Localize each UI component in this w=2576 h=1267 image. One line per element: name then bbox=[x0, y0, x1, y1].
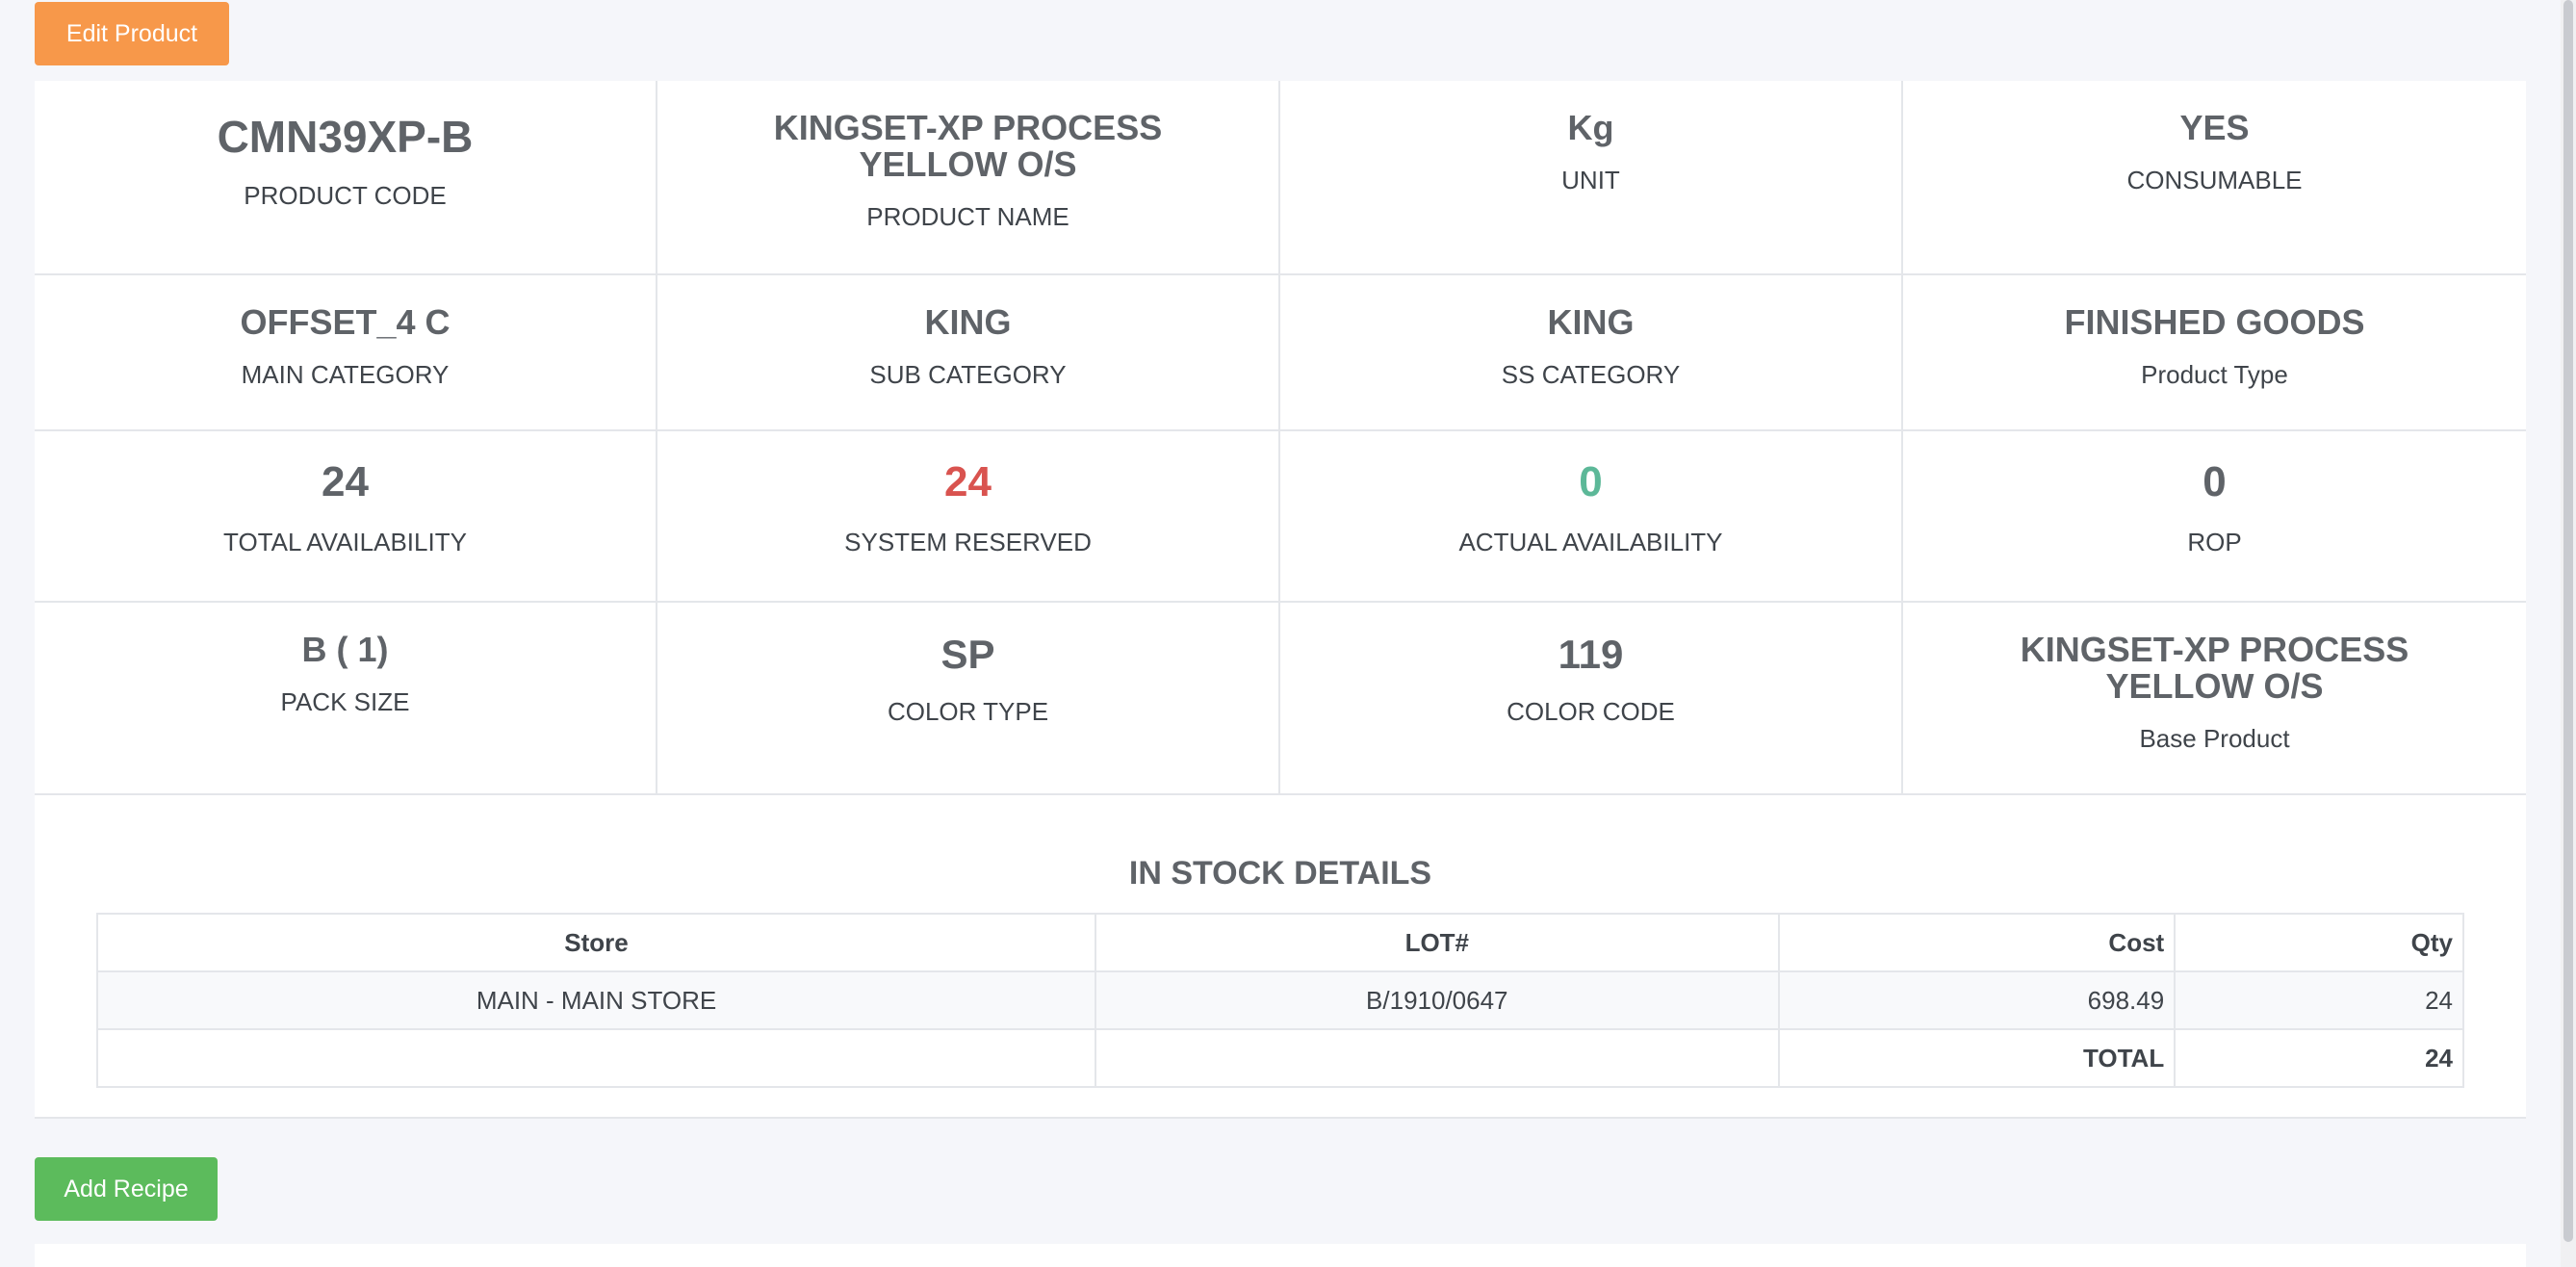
product-details-card: CMN39XP-B PRODUCT CODE KINGSET-XP PROCES… bbox=[35, 81, 2526, 1119]
product-type-label: Product Type bbox=[2141, 360, 2288, 389]
system-reserved-cell: 24 SYSTEM RESERVED bbox=[657, 431, 1280, 603]
cost-cell: 698.49 bbox=[1777, 970, 2177, 1030]
actual-availability-label: ACTUAL AVAILABILITY bbox=[1458, 528, 1723, 556]
color-code-cell: 119 COLOR CODE bbox=[1280, 603, 1903, 795]
sub-category-value: KING bbox=[924, 302, 1012, 342]
base-product-cell: KINGSET-XP PROCESS YELLOW O/S Base Produ… bbox=[1903, 603, 2526, 795]
main-category-value: OFFSET_4 C bbox=[240, 302, 451, 342]
color-code-value: 119 bbox=[1558, 632, 1624, 677]
total-qty: 24 bbox=[2174, 1028, 2464, 1088]
total-label: TOTAL bbox=[1777, 1028, 2177, 1088]
product-code-value: CMN39XP-B bbox=[217, 112, 474, 162]
sub-category-label: SUB CATEGORY bbox=[869, 360, 1067, 389]
lot-column-header: LOT# bbox=[1095, 913, 1780, 972]
store-column-header: Store bbox=[95, 913, 1097, 972]
consumable-cell: YES CONSUMABLE bbox=[1903, 81, 2526, 275]
color-type-label: COLOR TYPE bbox=[887, 697, 1049, 726]
rop-value: 0 bbox=[2202, 458, 2227, 505]
store-cell: MAIN - MAIN STORE bbox=[95, 970, 1097, 1030]
rop-cell: 0 ROP bbox=[1903, 431, 2526, 603]
total-availability-label: TOTAL AVAILABILITY bbox=[223, 528, 467, 556]
qty-cell: 24 bbox=[2174, 970, 2464, 1030]
product-name-value: KINGSET-XP PROCESS YELLOW O/S bbox=[773, 108, 1163, 184]
add-recipe-button[interactable]: Add Recipe bbox=[35, 1157, 218, 1221]
product-type-value: FINISHED GOODS bbox=[2064, 302, 2365, 342]
actual-availability-cell: 0 ACTUAL AVAILABILITY bbox=[1280, 431, 1903, 603]
color-type-value: SP bbox=[940, 632, 995, 677]
product-code-label: PRODUCT CODE bbox=[244, 181, 447, 210]
recipe-card bbox=[35, 1244, 2526, 1267]
product-type-cell: FINISHED GOODS Product Type bbox=[1903, 275, 2526, 431]
lot-cell: B/1910/0647 bbox=[1095, 970, 1780, 1030]
consumable-label: CONSUMABLE bbox=[2126, 166, 2303, 194]
total-availability-cell: 24 TOTAL AVAILABILITY bbox=[35, 431, 657, 603]
ss-category-label: SS CATEGORY bbox=[1501, 360, 1681, 389]
product-info-grid: CMN39XP-B PRODUCT CODE KINGSET-XP PROCES… bbox=[35, 81, 2526, 795]
pack-size-cell: B ( 1) PACK SIZE bbox=[35, 603, 657, 795]
unit-value: Kg bbox=[1567, 108, 1614, 147]
unit-label: UNIT bbox=[1561, 166, 1620, 194]
system-reserved-label: SYSTEM RESERVED bbox=[844, 528, 1092, 556]
product-name-cell: KINGSET-XP PROCESS YELLOW O/S PRODUCT NA… bbox=[657, 81, 1280, 275]
ss-category-value: KING bbox=[1547, 302, 1635, 342]
pack-size-label: PACK SIZE bbox=[280, 687, 410, 716]
system-reserved-value: 24 bbox=[944, 458, 992, 505]
product-code-cell: CMN39XP-B PRODUCT CODE bbox=[35, 81, 657, 275]
table-row: MAIN - MAIN STORE B/1910/0647 698.49 24 bbox=[95, 970, 2464, 1030]
qty-column-header: Qty bbox=[2174, 913, 2464, 972]
rop-label: ROP bbox=[2187, 528, 2242, 556]
pack-size-value: B ( 1) bbox=[301, 630, 389, 669]
unit-cell: Kg UNIT bbox=[1280, 81, 1903, 275]
main-category-label: MAIN CATEGORY bbox=[241, 360, 450, 389]
color-code-label: COLOR CODE bbox=[1507, 697, 1675, 726]
total-empty-cell bbox=[1095, 1028, 1780, 1088]
color-type-cell: SP COLOR TYPE bbox=[657, 603, 1280, 795]
consumable-value: YES bbox=[2179, 108, 2250, 147]
base-product-label: Base Product bbox=[2139, 724, 2290, 753]
product-name-label: PRODUCT NAME bbox=[866, 202, 1069, 231]
actual-availability-value: 0 bbox=[1579, 458, 1603, 505]
stock-details-title: IN STOCK DETAILS bbox=[1128, 855, 1432, 892]
sub-category-cell: KING SUB CATEGORY bbox=[657, 275, 1280, 431]
total-row: TOTAL 24 bbox=[95, 1028, 2464, 1088]
cost-column-header: Cost bbox=[1777, 913, 2177, 972]
scrollbar-thumb[interactable] bbox=[2563, 0, 2573, 1242]
stock-table-header-row: Store LOT# Cost Qty bbox=[95, 913, 2464, 972]
total-empty-cell bbox=[95, 1028, 1097, 1088]
total-availability-value: 24 bbox=[322, 458, 369, 505]
stock-table: Store LOT# Cost Qty MAIN - MAIN STORE B/… bbox=[95, 913, 2464, 1088]
main-category-cell: OFFSET_4 C MAIN CATEGORY bbox=[35, 275, 657, 431]
edit-product-button[interactable]: Edit Product bbox=[35, 2, 229, 65]
base-product-value: KINGSET-XP PROCESS YELLOW O/S bbox=[2020, 630, 2409, 706]
ss-category-cell: KING SS CATEGORY bbox=[1280, 275, 1903, 431]
